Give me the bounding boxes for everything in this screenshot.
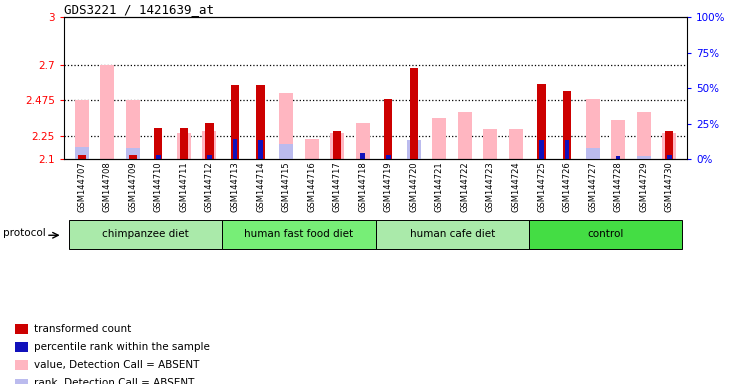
Bar	[385, 99, 392, 159]
Text: GSM144710: GSM144710	[154, 162, 163, 212]
Text: value, Detection Call = ABSENT: value, Detection Call = ABSENT	[34, 360, 199, 370]
Bar	[529, 220, 682, 249]
Text: GSM144709: GSM144709	[128, 162, 137, 212]
Bar	[203, 131, 216, 159]
Bar	[15, 379, 29, 384]
Text: transformed count: transformed count	[34, 324, 131, 334]
Text: GSM144711: GSM144711	[179, 162, 189, 212]
Text: GSM144727: GSM144727	[588, 162, 597, 212]
Bar	[458, 112, 472, 159]
Bar	[637, 156, 651, 159]
Text: chimpanzee diet: chimpanzee diet	[102, 229, 189, 239]
Bar	[222, 220, 376, 249]
Bar	[484, 129, 497, 159]
Bar	[586, 148, 599, 159]
Bar	[563, 91, 572, 159]
Text: GSM144713: GSM144713	[231, 162, 240, 212]
Bar	[356, 123, 369, 159]
Bar	[258, 141, 263, 159]
Bar	[616, 156, 620, 159]
Text: GSM144720: GSM144720	[409, 162, 418, 212]
Text: GSM144719: GSM144719	[384, 162, 393, 212]
Text: human cafe diet: human cafe diet	[409, 229, 495, 239]
Text: GSM144715: GSM144715	[282, 162, 291, 212]
Bar	[233, 139, 237, 159]
Text: GSM144716: GSM144716	[307, 162, 316, 212]
Bar	[100, 65, 114, 159]
Text: GSM144721: GSM144721	[435, 162, 444, 212]
Bar	[74, 147, 89, 159]
Text: GSM144724: GSM144724	[511, 162, 520, 212]
Bar	[662, 132, 677, 159]
Bar	[667, 155, 671, 159]
Bar	[665, 131, 674, 159]
Bar	[177, 132, 191, 159]
Text: GSM144725: GSM144725	[537, 162, 546, 212]
Bar	[433, 118, 446, 159]
Bar	[333, 131, 341, 159]
Text: GSM144712: GSM144712	[205, 162, 214, 212]
Bar	[125, 100, 140, 159]
Bar	[205, 123, 213, 159]
Bar	[539, 141, 544, 159]
Text: GSM144714: GSM144714	[256, 162, 265, 212]
Text: GSM144728: GSM144728	[614, 162, 623, 212]
Text: GSM144717: GSM144717	[333, 162, 342, 212]
Bar	[376, 220, 529, 249]
Text: human fast food diet: human fast food diet	[244, 229, 354, 239]
Bar	[386, 155, 391, 159]
Text: GSM144718: GSM144718	[358, 162, 367, 212]
Text: GDS3221 / 1421639_at: GDS3221 / 1421639_at	[64, 3, 214, 16]
Bar	[611, 120, 626, 159]
Bar	[565, 141, 569, 159]
Bar	[231, 85, 239, 159]
Text: control: control	[587, 229, 623, 239]
Bar	[179, 128, 188, 159]
Bar	[15, 343, 29, 352]
Text: GSM144726: GSM144726	[562, 162, 572, 212]
Bar	[509, 129, 523, 159]
Bar	[360, 153, 365, 159]
Bar	[154, 128, 162, 159]
Bar	[77, 155, 86, 159]
Bar	[156, 155, 161, 159]
Bar	[15, 324, 29, 334]
Bar	[128, 155, 137, 159]
Bar	[586, 99, 599, 159]
Text: percentile rank within the sample: percentile rank within the sample	[34, 342, 210, 352]
Text: GSM144707: GSM144707	[77, 162, 86, 212]
Bar	[207, 155, 212, 159]
Bar	[279, 144, 293, 159]
Bar	[407, 141, 421, 159]
Text: GSM144708: GSM144708	[103, 162, 112, 212]
Bar	[305, 139, 318, 159]
Text: rank, Detection Call = ABSENT: rank, Detection Call = ABSENT	[34, 378, 194, 384]
Bar	[330, 132, 344, 159]
Bar	[538, 84, 546, 159]
Text: protocol: protocol	[3, 228, 46, 238]
Bar	[74, 100, 89, 159]
Bar	[279, 93, 293, 159]
Bar	[637, 112, 651, 159]
Text: GSM144730: GSM144730	[665, 162, 674, 212]
Text: GSM144722: GSM144722	[460, 162, 469, 212]
Bar	[125, 148, 140, 159]
Text: GSM144729: GSM144729	[639, 162, 648, 212]
Bar	[15, 361, 29, 370]
Bar	[410, 68, 418, 159]
Bar	[256, 85, 264, 159]
Bar	[69, 220, 222, 249]
Text: GSM144723: GSM144723	[486, 162, 495, 212]
